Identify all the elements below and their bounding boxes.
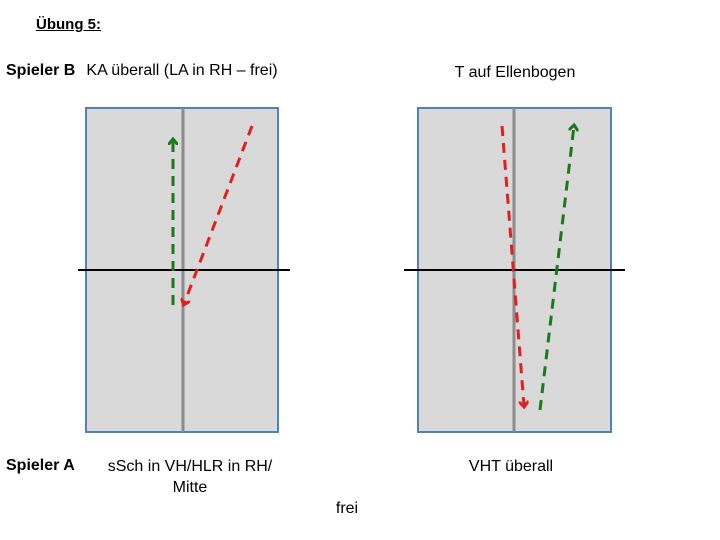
left-red-arrow (184, 125, 254, 304)
bottom-extra-label: frei (335, 500, 359, 517)
right-table (404, 107, 625, 433)
exercise-title: Übung 5: (36, 16, 101, 33)
left-table (78, 107, 290, 433)
right-green-arrow (538, 126, 574, 411)
player-a-label: Spieler A (6, 457, 75, 474)
right-top-label: T auf Ellenbogen (454, 64, 576, 81)
right-red-arrow (500, 125, 524, 406)
left-bottom-label: sSch in VH/HLR in RH/ Mitte (107, 458, 273, 496)
left-top-label: KA überall (LA in RH – frei) (86, 62, 278, 79)
player-b-label: Spieler B (6, 62, 76, 79)
right-bottom-label: VHT überall (468, 458, 554, 475)
